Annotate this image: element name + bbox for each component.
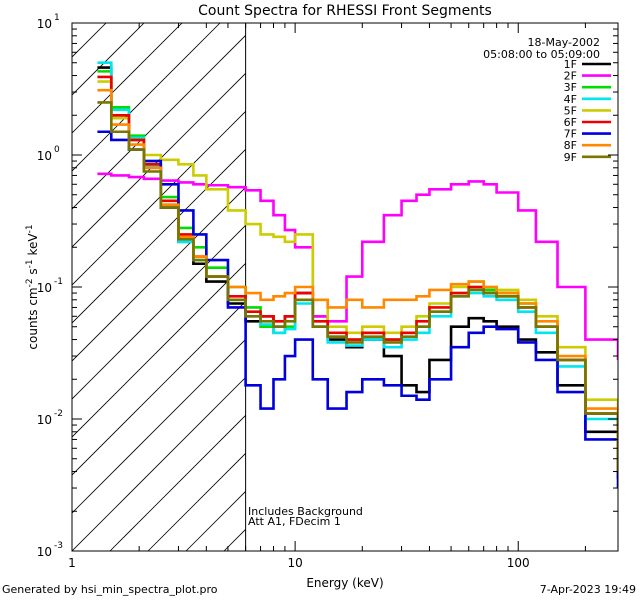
hatch-line [338, 0, 640, 551]
legend-label-3F: 3F [564, 81, 577, 94]
y-tick-label: 10 -2 [37, 409, 63, 427]
hatch-line [72, 376, 246, 551]
chart-title: Count Spectra for RHESSI Front Segments [198, 3, 492, 19]
y-tick-base: 10 [37, 149, 52, 163]
hatched-region [0, 0, 640, 551]
annotation-date: 18-May-2002 [528, 36, 600, 49]
hatch-line [0, 0, 26, 551]
x-tick-label: 10 [287, 556, 302, 570]
legend-label-7F: 7F [564, 128, 577, 141]
series-line-5F [97, 80, 618, 459]
hatch-line [528, 0, 640, 551]
y-tick-label: 10 -1 [37, 277, 63, 295]
hatch-line [452, 0, 640, 551]
y-tick-exponent: 1 [54, 13, 60, 23]
y-axis-label: counts cm-2 s-1 keV-1 [25, 224, 40, 349]
y-tick-exponent: 0 [54, 145, 60, 155]
hatch-line [72, 23, 183, 134]
series-line-1F [97, 66, 618, 480]
hatch-line [72, 148, 246, 324]
x-axis-label: Energy (keV) [306, 576, 383, 590]
series-group [97, 61, 618, 489]
legend-label-9F: 9F [564, 151, 577, 164]
hatch-line [72, 338, 246, 514]
hatch-line [223, 528, 246, 551]
y-tick-exponent: -2 [54, 409, 63, 419]
legend-label-1F: 1F [564, 58, 577, 71]
x-tick-label: 1 [68, 556, 76, 570]
legend-label-6F: 6F [564, 116, 577, 129]
x-tick-label: 100 [507, 556, 530, 570]
y-tick-exponent: -1 [54, 277, 63, 287]
hatch-line [109, 414, 246, 551]
y-tick-label: 10 -3 [37, 541, 63, 559]
y-tick-base: 10 [37, 281, 52, 295]
hatch-line [376, 0, 640, 551]
series-line-9F [97, 101, 618, 472]
timestamp-footer: 7-Apr-2023 19:49 [539, 583, 636, 596]
y-tick-label: 10 1 [37, 13, 60, 31]
hatch-line [262, 0, 640, 551]
hatch-line [72, 300, 246, 476]
annotation-time: 05:08:00 to 05:09:00 [483, 48, 600, 61]
hatch-line [72, 34, 246, 210]
legend-label-2F: 2F [564, 70, 577, 83]
plot-frame [71, 22, 619, 552]
hatch-line [72, 110, 246, 286]
series-line-6F [97, 75, 618, 472]
note-0: Includes Background [248, 505, 363, 518]
hatch-line [566, 0, 640, 551]
y-tick-base: 10 [37, 17, 52, 31]
hatch-line [414, 0, 640, 551]
hatch-line [72, 262, 246, 438]
series-line-8F [97, 88, 618, 472]
legend-label-4F: 4F [564, 93, 577, 106]
generated-by-footer: Generated by hsi_min_spectra_plot.pro [2, 583, 218, 596]
hatch-line [72, 186, 246, 362]
legend-label-8F: 8F [564, 139, 577, 152]
series-line-7F [97, 130, 618, 489]
hatch-line [72, 23, 107, 58]
y-tick-base: 10 [37, 413, 52, 427]
legend-label-5F: 5F [564, 104, 577, 117]
hatch-line [72, 23, 221, 172]
note-1: Att A1, FDecim 1 [248, 515, 341, 528]
y-tick-base: 10 [37, 545, 52, 559]
y-tick-label: 10 0 [37, 145, 60, 163]
hatch-line [72, 23, 145, 96]
y-tick-exponent: -3 [54, 541, 63, 551]
hatch-line [72, 224, 246, 400]
hatch-line [604, 0, 640, 551]
series-line-3F [97, 70, 618, 472]
hatch-line [0, 0, 102, 551]
series-line-4F [97, 61, 618, 475]
